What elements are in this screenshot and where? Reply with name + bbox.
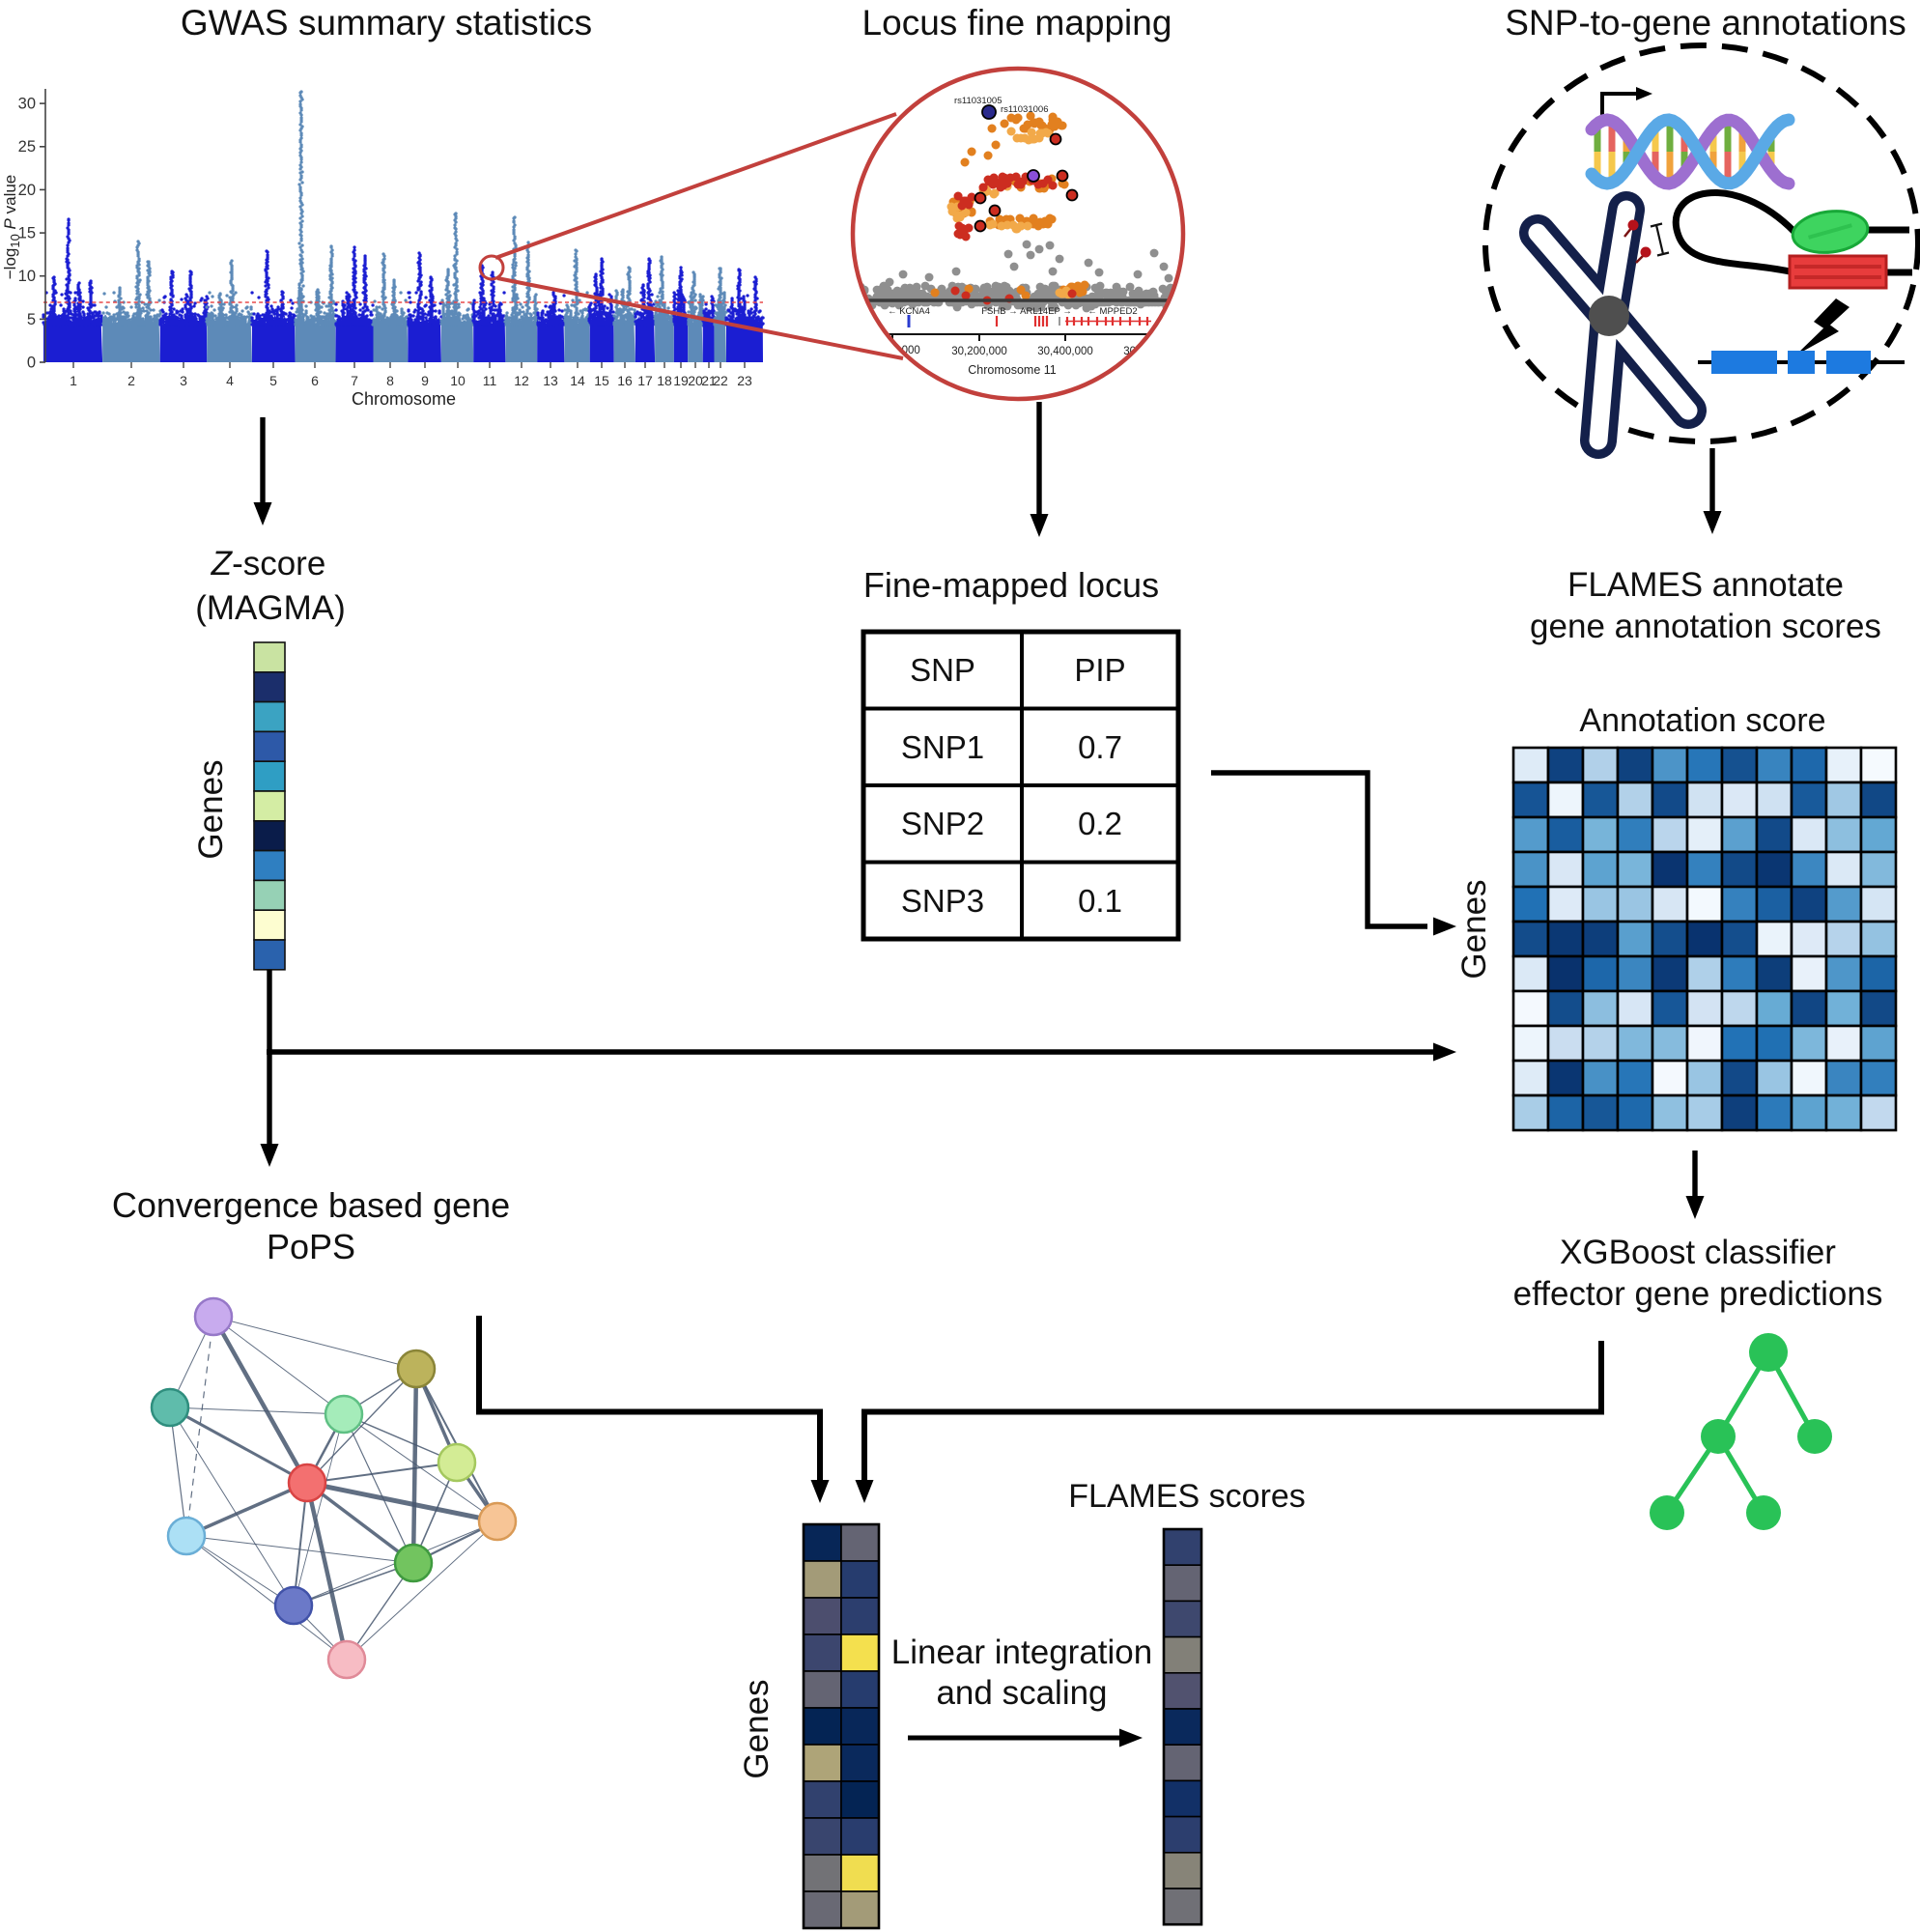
svg-text:Convergence based gene: Convergence based gene	[112, 1185, 510, 1225]
svg-text:5: 5	[27, 311, 36, 328]
svg-text:PIP: PIP	[1074, 652, 1125, 688]
svg-text:(MAGMA): (MAGMA)	[195, 589, 346, 627]
svg-text:20: 20	[688, 373, 703, 388]
svg-text:SNP2: SNP2	[901, 806, 984, 841]
svg-text:XGBoost classifier: XGBoost classifier	[1560, 1234, 1836, 1271]
svg-text:18: 18	[657, 373, 672, 388]
svg-text:5: 5	[269, 373, 277, 388]
svg-text:30,200,000: 30,200,000	[951, 346, 1007, 357]
svg-text:13: 13	[543, 373, 558, 388]
svg-text:Chromosome 11: Chromosome 11	[968, 363, 1057, 377]
svg-text:PoPS: PoPS	[267, 1227, 355, 1266]
svg-text:8: 8	[386, 373, 394, 388]
svg-text:Z-score: Z-score	[211, 545, 326, 582]
svg-text:Linear integration: Linear integration	[891, 1634, 1152, 1671]
svg-text:Annotation score: Annotation score	[1579, 702, 1825, 739]
svg-text:0.7: 0.7	[1078, 729, 1122, 765]
svg-text:SNP: SNP	[910, 652, 975, 688]
svg-text:14: 14	[570, 373, 585, 388]
svg-text:25: 25	[18, 138, 36, 156]
svg-text:19: 19	[673, 373, 689, 388]
svg-text:effector gene predictions: effector gene predictions	[1513, 1275, 1883, 1313]
svg-text:← KCNA4: ← KCNA4	[888, 306, 930, 317]
svg-text:6: 6	[311, 373, 319, 388]
svg-text:ARL14EP →: ARL14EP →	[1020, 306, 1072, 317]
svg-text:Genes: Genes	[1455, 879, 1493, 979]
svg-text:FSHB →: FSHB →	[981, 306, 1017, 317]
svg-text:10: 10	[450, 373, 466, 388]
svg-text:rs11031006: rs11031006	[1001, 104, 1048, 115]
svg-text:rs11031005: rs11031005	[954, 96, 1002, 106]
svg-text:Genes: Genes	[192, 759, 230, 859]
svg-text:0.1: 0.1	[1078, 883, 1122, 919]
svg-text:9: 9	[421, 373, 429, 388]
svg-text:17: 17	[637, 373, 653, 388]
svg-text:11: 11	[483, 373, 497, 388]
svg-text:20: 20	[18, 182, 36, 199]
svg-text:SNP3: SNP3	[901, 883, 984, 919]
svg-text:4: 4	[226, 373, 234, 388]
svg-text:7: 7	[351, 373, 358, 388]
svg-text:Locus fine mapping: Locus fine mapping	[862, 3, 1172, 43]
svg-text:Genes: Genes	[738, 1679, 776, 1778]
svg-text:gene annotation scores: gene annotation scores	[1530, 608, 1881, 645]
svg-text:FLAMES annotate: FLAMES annotate	[1567, 566, 1844, 604]
svg-text:21: 21	[701, 373, 717, 388]
svg-text:15: 15	[18, 225, 36, 242]
svg-text:10: 10	[18, 268, 36, 285]
svg-text:22: 22	[713, 373, 728, 388]
svg-text:GWAS summary statistics: GWAS summary statistics	[181, 3, 592, 43]
svg-text:← MPPED2: ← MPPED2	[1087, 306, 1137, 317]
svg-text:Fine-mapped locus: Fine-mapped locus	[863, 565, 1159, 605]
svg-text:FLAMES scores: FLAMES scores	[1068, 1478, 1306, 1515]
svg-text:SNP1: SNP1	[901, 729, 984, 765]
svg-text:30,400,000: 30,400,000	[1037, 346, 1093, 357]
svg-text:0.2: 0.2	[1078, 806, 1122, 841]
svg-text:SNP-to-gene annotations: SNP-to-gene annotations	[1505, 3, 1906, 43]
svg-text:12: 12	[514, 373, 529, 388]
svg-text:and scaling: and scaling	[936, 1674, 1107, 1712]
svg-text:30: 30	[18, 96, 36, 113]
svg-text:−log10 P value: −log10 P value	[1, 175, 22, 280]
svg-text:15: 15	[594, 373, 609, 388]
svg-text:3: 3	[180, 373, 187, 388]
svg-text:23: 23	[737, 373, 752, 388]
svg-text:Chromosome: Chromosome	[352, 389, 456, 409]
svg-text:1: 1	[70, 373, 77, 388]
svg-text:16: 16	[617, 373, 633, 388]
svg-text:0: 0	[27, 355, 36, 372]
svg-text:2: 2	[127, 373, 135, 388]
